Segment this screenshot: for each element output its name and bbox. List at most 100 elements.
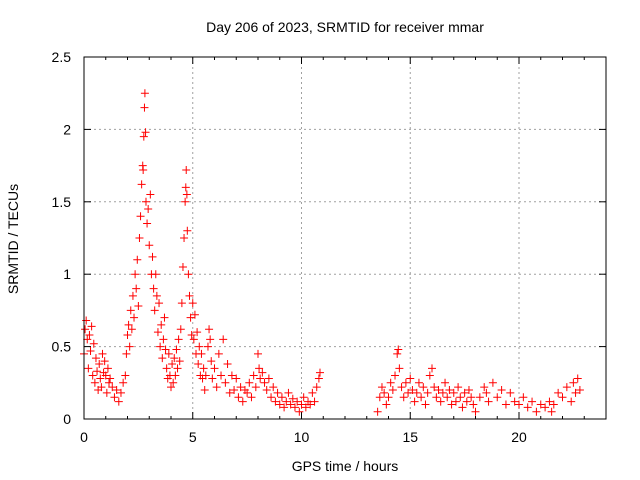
data-point [130,313,139,322]
data-point [295,407,304,416]
data-point [190,310,199,319]
data-point [528,397,537,406]
data-point [290,403,299,412]
data-point [404,388,413,397]
data-point [293,397,302,406]
data-point [217,371,226,380]
data-point [269,383,278,392]
data-point [96,374,105,383]
data-point [430,383,439,392]
x-tick-label: 15 [402,429,418,445]
y-tick-label: 1.5 [52,194,72,210]
data-point [173,364,182,373]
grid [84,57,606,419]
y-tick-label: 1 [63,266,71,282]
data-point [394,345,403,354]
data-point [436,397,445,406]
data-point [139,165,148,174]
data-point [124,320,133,329]
data-point [116,388,125,397]
data-point [221,378,230,387]
data-point [112,386,121,395]
data-point [188,299,197,308]
data-point [569,378,578,387]
data-point [554,388,563,397]
data-point [201,371,210,380]
data-point [312,383,321,392]
data-point [519,393,528,402]
y-tick-label: 2.5 [52,49,72,65]
data-point [251,383,260,392]
data-point [428,364,436,373]
data-point [169,378,178,387]
data-point [205,325,214,334]
data-point [451,397,460,406]
data-point [275,400,284,409]
data-point [397,383,406,392]
data-point [144,205,153,214]
data-point [170,354,179,363]
data-point [458,403,467,412]
data-point [150,306,159,315]
data-point [127,325,136,334]
data-point [254,349,262,358]
data-point [282,397,291,406]
data-point [456,393,465,402]
data-point [100,357,109,366]
data-point [395,364,404,373]
data-point [571,388,580,397]
data-point [277,393,286,402]
data-point [158,354,167,363]
data-point [210,364,219,373]
data-point [493,393,502,402]
data-point [406,374,415,383]
data-point [299,393,308,402]
data-point [181,183,190,192]
data-point [159,335,168,344]
data-point [83,335,92,344]
data-point [382,400,391,409]
data-point [308,388,317,397]
data-point [412,388,421,397]
data-point [377,383,386,392]
plot-frame [83,56,607,420]
data-point [380,388,389,397]
data-point [187,331,196,340]
data-point [536,400,545,409]
data-point [110,393,119,402]
data-point [375,393,384,402]
data-point [301,403,310,412]
data-point [469,400,478,409]
data-point [284,388,293,397]
data-point [445,386,454,395]
data-point [174,335,183,344]
data-point [85,331,94,340]
data-point [219,335,228,344]
data-point [136,212,145,221]
data-point [314,374,323,383]
data-point [140,89,149,98]
data-point [232,374,241,383]
data-point [280,403,289,412]
data-point [460,388,469,397]
data-point [157,320,166,329]
data-point [119,378,128,387]
y-tick-label: 0 [63,411,71,427]
data-point [447,400,456,409]
data-point [414,378,423,387]
data-point [84,364,93,373]
data-point [108,383,117,392]
data-point [558,393,567,402]
data-point [132,284,141,293]
data-point [497,386,506,395]
data-point [432,393,441,402]
data-point [143,219,152,228]
data-point [267,393,276,402]
data-point [575,386,584,395]
data-point [462,397,471,406]
data-point [545,397,554,406]
data-point [156,342,165,351]
data-point [425,371,434,380]
data-point [310,397,319,406]
data-point [182,165,191,174]
